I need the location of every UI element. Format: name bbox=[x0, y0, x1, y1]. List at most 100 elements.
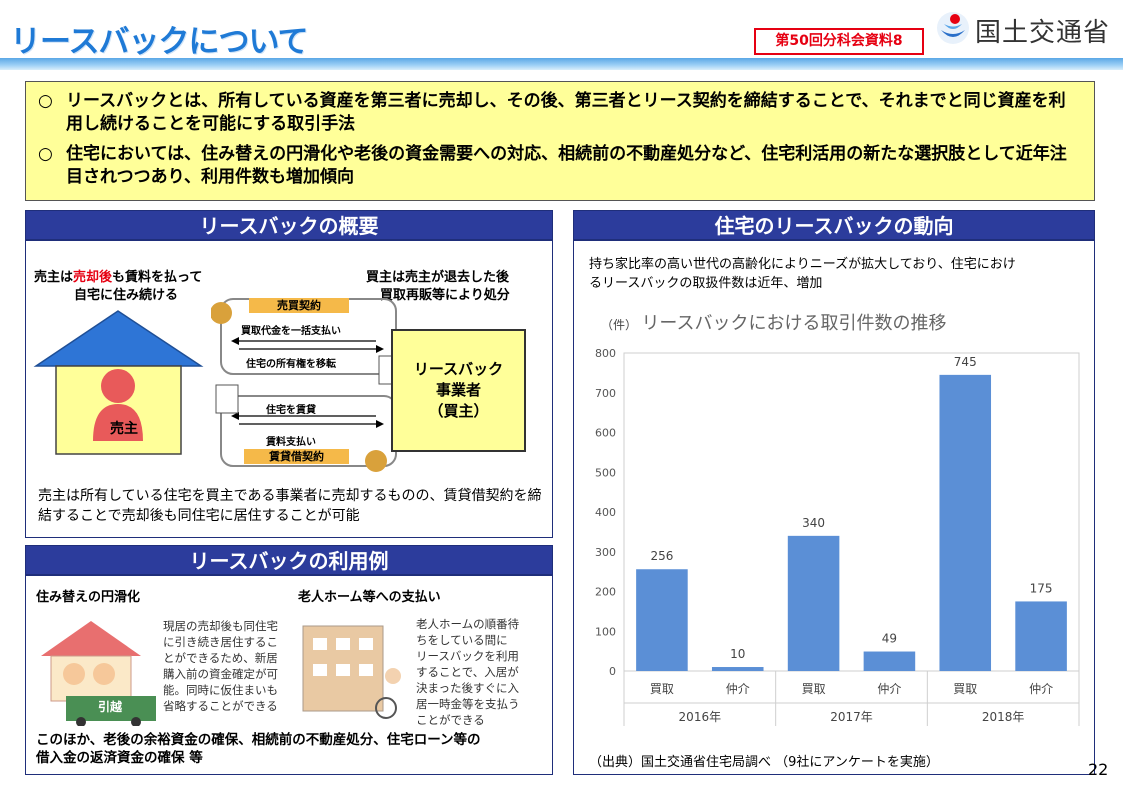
seller-label: 売主 bbox=[110, 421, 138, 437]
intro-bullet: ○ 住宅においては、住み替えの円滑化や老後の資金需要への対応、相続前の不動産処分… bbox=[38, 143, 1082, 189]
sale-contract-label: 売買契約 bbox=[249, 298, 349, 313]
bar-value-label: 175 bbox=[1030, 581, 1053, 595]
intro-box: ○ リースバックとは、所有している資産を第三者に売却し、その後、第三者とリース契… bbox=[25, 81, 1095, 201]
transaction-count-chart: リースバックにおける取引件数の推移 （件） 0 100 200 300 400 500 60… bbox=[595, 313, 1080, 726]
y-tick-label: 400 bbox=[595, 506, 616, 519]
overview-summary: 売主は所有している住宅を買主である事業者に売却するものの、賃貸借契約を締結するこ… bbox=[38, 488, 542, 524]
material-badge: 第50回分科会資料8 bbox=[754, 28, 924, 55]
chart-bar bbox=[863, 651, 916, 671]
y-tick-label: 0 bbox=[609, 665, 616, 678]
usage-heading: リースバックの利用例 bbox=[26, 546, 552, 576]
y-tick-label: 600 bbox=[595, 427, 616, 440]
rent-payment-label: 賃料支払い bbox=[266, 437, 316, 448]
nursing-home-illustration bbox=[302, 625, 401, 719]
case1-line: とができるため、新居 bbox=[163, 651, 278, 665]
overview-panel: リースバックの概要 売主は売却後も賃料を払って 自宅に住み続ける 買主は売主が退… bbox=[25, 210, 553, 538]
seller-description-line2: 自宅に住み続ける bbox=[74, 288, 179, 303]
x-group-label: 2018年 bbox=[982, 710, 1025, 724]
x-category-label: 仲介 bbox=[726, 682, 750, 696]
mlit-logo-icon bbox=[937, 12, 969, 44]
bar-value-label: 256 bbox=[650, 549, 673, 563]
usage-panel: リースバックの利用例 住み替えの円滑化 老人ホーム等への支払い 引越 現居の売却… bbox=[25, 545, 553, 775]
y-tick-label: 500 bbox=[595, 466, 616, 479]
ministry-name: 国土交通省 bbox=[975, 18, 1111, 48]
bullet-text: 住宅においては、住み替えの円滑化や老後の資金需要への対応、相続前の不動産処分など… bbox=[66, 144, 1067, 187]
trend-desc-line: るリースバックの取扱件数は近年、増加 bbox=[589, 276, 823, 291]
trend-heading: 住宅のリースバックの動向 bbox=[574, 211, 1094, 241]
case1-text: 現居の売却後も同住宅 に引き続き居住するこ とができるため、新居 購入前の資金確… bbox=[163, 618, 278, 714]
x-group-label: 2017年 bbox=[830, 710, 873, 724]
case2-text: 老人ホームの順番待 ちをしている間に リースバックを利用 することで、入居が 決… bbox=[416, 616, 520, 728]
chart-bar bbox=[636, 569, 688, 671]
usage-footer: このほか、老後の余裕資金の確保、相続前の不動産処分、住宅ローン等の 借入金の返済… bbox=[36, 731, 481, 767]
lump-payment-label: 買取代金を一括支払い bbox=[241, 326, 341, 337]
x-group-label: 2016年 bbox=[679, 710, 722, 724]
y-tick-label: 300 bbox=[595, 546, 616, 559]
x-category-label: 買取 bbox=[650, 682, 674, 696]
case2-line: 老人ホームの順番待 bbox=[416, 617, 520, 631]
trend-panel: 住宅のリースバックの動向 持ち家比率の高い世代の高齢化によりニーズが拡大しており… bbox=[573, 210, 1095, 775]
operator-label-line: （買主） bbox=[428, 402, 489, 420]
trend-description: 持ち家比率の高い世代の高齢化によりニーズが拡大しており、住宅におけ るリースバッ… bbox=[589, 255, 1016, 293]
bar-value-label: 10 bbox=[730, 647, 745, 661]
chart-bar bbox=[787, 535, 840, 671]
lease-contract-label: 賃貸借契約 bbox=[244, 449, 349, 464]
trend-source: （出典）国土交通省住宅局調べ （9社にアンケートを実施） bbox=[589, 755, 939, 770]
usage-footer-line: このほか、老後の余裕資金の確保、相続前の不動産処分、住宅ローン等の bbox=[36, 732, 481, 748]
case1-line: に引き続き居住するこ bbox=[163, 635, 278, 649]
operator-label-line: リースバック bbox=[413, 360, 504, 378]
case1-line: 省略することができる bbox=[163, 699, 278, 713]
truck-label: 引越 bbox=[98, 700, 123, 714]
y-tick-label: 700 bbox=[595, 387, 616, 400]
seller-desc-part: 売主は bbox=[34, 270, 74, 285]
case2-line: することで、入居が bbox=[416, 665, 519, 679]
buyer-description: 買主は売主が退去した後 bbox=[366, 270, 510, 285]
chart-bar bbox=[1015, 601, 1067, 671]
y-tick-label: 800 bbox=[595, 347, 616, 360]
case1-line: 購入前の資金確定が可 bbox=[163, 667, 278, 681]
x-category-label: 仲介 bbox=[877, 682, 901, 696]
x-category-label: 買取 bbox=[953, 682, 977, 696]
bullet-mark: ○ bbox=[38, 144, 53, 164]
intro-bullet: ○ リースバックとは、所有している資産を第三者に売却し、その後、第三者とリース契… bbox=[38, 90, 1082, 136]
case2-line: ことができる bbox=[416, 713, 485, 727]
case2-title: 老人ホーム等への支払い bbox=[298, 590, 441, 605]
y-tick-label: 100 bbox=[595, 625, 616, 638]
x-category-label: 買取 bbox=[802, 682, 826, 696]
header-rule bbox=[0, 58, 1123, 70]
bullet-text: リースバックとは、所有している資産を第三者に売却し、その後、第三者とリース契約を… bbox=[66, 91, 1066, 134]
house-illustration bbox=[33, 310, 204, 455]
y-tick-label: 200 bbox=[595, 586, 616, 599]
usage-footer-line: 借入金の返済資金の確保 等 bbox=[36, 750, 203, 766]
bar-value-label: 340 bbox=[802, 516, 825, 530]
chart-title: リースバックにおける取引件数の推移 bbox=[641, 313, 946, 334]
bullet-mark: ○ bbox=[38, 91, 53, 111]
trend-desc-line: 持ち家比率の高い世代の高齢化によりニーズが拡大しており、住宅におけ bbox=[589, 257, 1016, 272]
chart-plot-border bbox=[623, 352, 1080, 672]
overview-heading: リースバックの概要 bbox=[26, 211, 552, 241]
chart-bar bbox=[939, 374, 992, 671]
seller-description: 売主は売却後も賃料を払って bbox=[34, 269, 202, 286]
moving-family-illustration bbox=[41, 621, 156, 726]
case2-line: 居一時金等を支払う bbox=[416, 697, 520, 711]
page-number: 22 bbox=[1088, 760, 1109, 779]
seller-desc-part: も賃料を払って bbox=[112, 270, 203, 285]
case2-line: ちをしている間に bbox=[416, 633, 508, 647]
case1-line: 現居の売却後も同住宅 bbox=[163, 619, 278, 633]
case1-line: 能。同時に仮住まいも bbox=[163, 683, 278, 697]
x-category-label: 仲介 bbox=[1029, 682, 1053, 696]
case1-title: 住み替えの円滑化 bbox=[36, 590, 141, 605]
case2-line: リースバックを利用 bbox=[416, 649, 519, 663]
chart-y-unit: （件） bbox=[601, 318, 637, 332]
chart-bar bbox=[711, 667, 764, 671]
operator-label-line: 事業者 bbox=[435, 381, 481, 399]
case2-line: 決まった後すぐに入 bbox=[416, 681, 520, 695]
page-title: リースバックについて bbox=[10, 24, 309, 60]
ownership-transfer-label: 住宅の所有権を移転 bbox=[246, 359, 336, 370]
buyer-description-line2: 買取再販等により処分 bbox=[380, 288, 510, 303]
bar-value-label: 745 bbox=[954, 355, 977, 369]
operator-box: リースバック 事業者 （買主） bbox=[391, 329, 526, 452]
bar-value-label: 49 bbox=[882, 632, 897, 646]
seller-desc-emphasis: 売却後 bbox=[73, 270, 113, 285]
lease-out-label: 住宅を賃貸 bbox=[266, 405, 316, 416]
